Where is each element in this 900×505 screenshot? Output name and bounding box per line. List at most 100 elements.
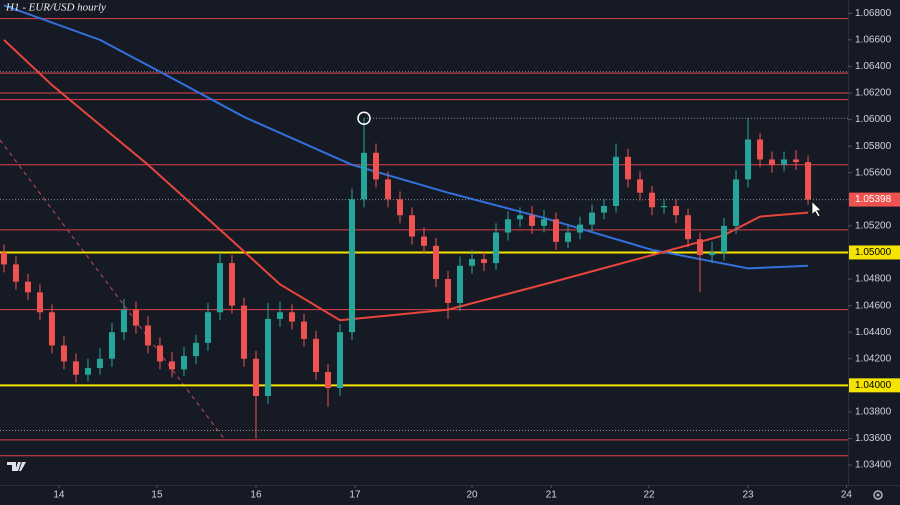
candle-body xyxy=(685,215,692,240)
y-tick-label: 1.03400 xyxy=(855,460,892,471)
axes: 1.03400 1.03600 1.03800 1.04000 1.04200 1.044… xyxy=(53,8,900,501)
key-level-label: 1.05000 xyxy=(855,247,892,258)
x-tick-label: 14 xyxy=(53,490,65,501)
y-tick-label: 1.03800 xyxy=(855,407,892,418)
settings-icon[interactable] xyxy=(873,490,883,500)
y-tick-label: 1.05800 xyxy=(855,141,892,152)
candle-body xyxy=(252,358,259,396)
candle-body xyxy=(805,162,812,200)
plot-area xyxy=(0,4,848,457)
candle-body xyxy=(745,139,752,180)
y-tick-label: 1.05600 xyxy=(855,167,892,178)
key-level-tag xyxy=(849,245,900,260)
y-tick-label: 1.06400 xyxy=(855,61,892,72)
candle-body xyxy=(769,159,776,165)
candle-body xyxy=(60,345,67,362)
candle-body xyxy=(445,279,452,303)
x-tick-label: 24 xyxy=(841,490,853,501)
candle-body xyxy=(421,236,427,246)
trend-line xyxy=(0,139,226,441)
candle-body xyxy=(156,345,163,362)
candle-body xyxy=(216,263,223,313)
x-tick-label: 23 xyxy=(742,490,754,501)
candle-body xyxy=(781,159,788,165)
candle-body xyxy=(709,252,716,256)
tradingview-logo xyxy=(7,462,26,471)
candle-body xyxy=(132,309,139,326)
candle-body xyxy=(613,156,620,206)
candle-body xyxy=(396,199,403,216)
candle-body xyxy=(324,372,331,388)
candle-body xyxy=(204,312,211,343)
candle-body xyxy=(288,312,295,322)
candle-body xyxy=(120,309,127,333)
candle-body xyxy=(505,219,512,233)
candle-body xyxy=(673,205,680,216)
last-price-tag xyxy=(849,192,900,207)
candle-body xyxy=(360,152,367,200)
candle-body xyxy=(312,338,319,373)
candle-body xyxy=(48,312,55,346)
candle-body xyxy=(721,225,728,253)
candle-body xyxy=(168,361,175,370)
key-level-label: 1.04000 xyxy=(855,380,892,391)
y-tick-label: 1.04200 xyxy=(855,353,892,364)
candle-body xyxy=(757,139,764,160)
last-price-label: 1.05398 xyxy=(855,194,892,205)
candle-body xyxy=(180,356,187,370)
candle-body xyxy=(336,332,343,388)
candle-body xyxy=(72,361,79,375)
candle-body xyxy=(697,239,704,256)
candle-body xyxy=(192,342,199,357)
candle-body xyxy=(348,199,355,333)
candle-body xyxy=(24,281,31,293)
y-tick-label: 1.06000 xyxy=(855,114,892,125)
candle-body xyxy=(589,212,596,225)
moving-average xyxy=(3,39,809,322)
candle-body xyxy=(108,332,115,359)
candle-body xyxy=(276,312,283,319)
candle-body xyxy=(36,292,43,313)
candle-body xyxy=(408,215,415,237)
x-tick-label: 16 xyxy=(250,490,262,501)
candle-body xyxy=(625,156,632,180)
chart-title: H1 - EUR/USD hourly xyxy=(5,2,106,14)
candle-body xyxy=(144,325,151,346)
candle-body xyxy=(553,219,560,242)
candle-body xyxy=(649,192,656,208)
candle-body xyxy=(469,259,476,266)
candle-body xyxy=(433,245,440,280)
key-level-tag xyxy=(849,378,900,393)
y-tick-label: 1.05200 xyxy=(855,221,892,232)
candle-body xyxy=(240,305,247,359)
candle-body xyxy=(384,179,391,200)
candle-body xyxy=(529,215,536,226)
candle-body xyxy=(565,232,572,242)
candle-body xyxy=(12,264,19,282)
x-tick-label: 15 xyxy=(151,490,163,501)
candle-body xyxy=(541,219,548,226)
candle-body xyxy=(493,232,500,264)
candle-body xyxy=(577,224,584,233)
y-tick-label: 1.06600 xyxy=(855,35,892,46)
high-marker xyxy=(357,111,371,126)
candle-body xyxy=(601,205,608,213)
candle-body xyxy=(733,179,740,226)
candle-body xyxy=(457,265,464,303)
candle-body xyxy=(372,152,379,180)
y-tick-label: 1.04600 xyxy=(855,300,892,311)
cursor xyxy=(811,200,822,217)
x-tick-label: 22 xyxy=(643,490,655,501)
candle-body xyxy=(517,215,524,220)
candle-body xyxy=(637,179,644,193)
candle-body xyxy=(228,263,235,306)
y-tick-label: 1.04800 xyxy=(855,274,892,285)
y-tick-label: 1.06200 xyxy=(855,88,892,99)
x-tick-label: 20 xyxy=(466,490,478,501)
candle-body xyxy=(481,259,488,264)
candle-body xyxy=(96,358,103,369)
candle-body xyxy=(300,321,307,339)
x-tick-label: 21 xyxy=(546,490,558,501)
